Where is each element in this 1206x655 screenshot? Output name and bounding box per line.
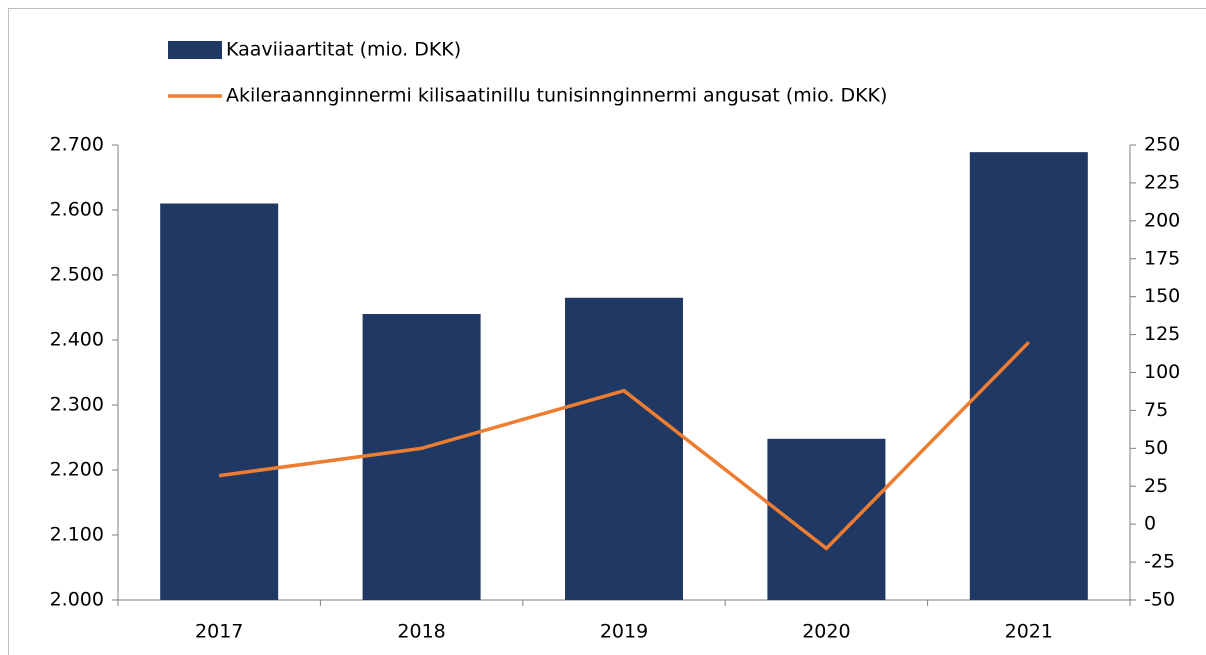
y-tick-label: 2.300 (50, 394, 104, 416)
y2-tick-label: -25 (1144, 551, 1175, 573)
y2-tick-label: 0 (1144, 513, 1156, 535)
y2-tick-label: 25 (1144, 475, 1168, 497)
legend-label: Kaaviiaartitat (mio. DKK) (226, 39, 461, 61)
line (218, 340, 1031, 551)
y2-tick-label: 175 (1144, 247, 1180, 269)
y-tick-label: 2.200 (50, 459, 104, 481)
legend-swatch (168, 41, 222, 59)
bar (362, 314, 481, 600)
y2-tick-label: -50 (1144, 589, 1175, 611)
y2-tick-label: 100 (1144, 361, 1180, 383)
x-tick-label: 2018 (397, 621, 445, 643)
y2-tick-label: 225 (1144, 171, 1180, 193)
frame (8, 8, 1206, 655)
y2-tick-label: 200 (1144, 209, 1180, 231)
bar (969, 152, 1088, 600)
x-tick-label: 2021 (1005, 621, 1053, 643)
legend-label: Akileraannginnermi kilisaatinillu tunisi… (226, 85, 887, 107)
y-tick-label: 2.400 (50, 329, 104, 351)
x-tick-label: 2020 (802, 621, 850, 643)
x-tick-label: 2019 (600, 621, 648, 643)
bar (565, 297, 683, 600)
y2-tick-label: 250 (1144, 134, 1180, 156)
y-tick-label: 2.000 (50, 589, 104, 611)
bar (160, 203, 279, 600)
x-tick-label: 2017 (195, 621, 243, 643)
y-tick-label: 2.100 (50, 524, 104, 546)
y2-tick-label: 125 (1144, 323, 1180, 345)
y-tick-label: 2.600 (50, 199, 104, 221)
y2-tick-label: 150 (1144, 285, 1180, 307)
y2-tick-label: 50 (1144, 437, 1168, 459)
bar (767, 438, 886, 600)
y-tick-label: 2.700 (50, 134, 104, 156)
y-tick-label: 2.500 (50, 264, 104, 286)
y2-tick-label: 75 (1144, 399, 1168, 421)
